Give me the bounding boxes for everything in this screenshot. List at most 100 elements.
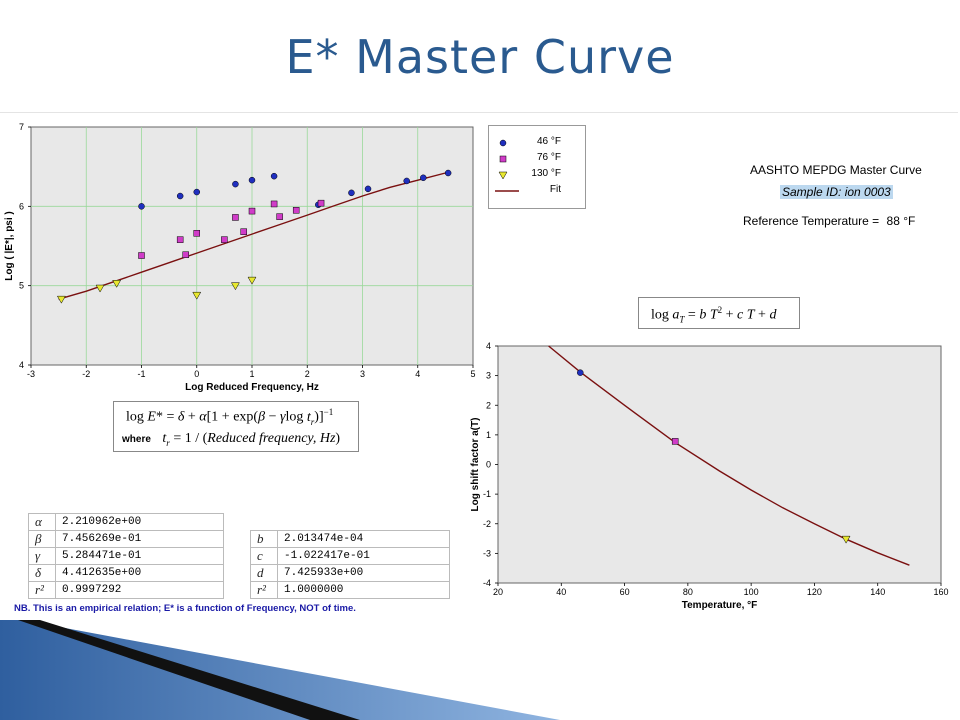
data-point bbox=[138, 252, 145, 259]
data-point bbox=[182, 251, 189, 258]
x-tick-label: 100 bbox=[744, 587, 759, 597]
y-tick-label: 0 bbox=[486, 460, 491, 470]
data-point bbox=[671, 438, 679, 445]
x-tick-label: 2 bbox=[305, 369, 310, 379]
parameter-row: b 2.013474e-04 bbox=[250, 530, 450, 548]
data-point bbox=[232, 214, 239, 221]
parameters-table-right: b 2.013474e-04 c -1.022417e-01 d 7.425933e+00… bbox=[250, 530, 450, 599]
parameter-value: 4.412635e+00 bbox=[55, 564, 224, 582]
parameter-row: d 7.425933e+00 bbox=[250, 564, 450, 582]
y-tick-label: 5 bbox=[19, 281, 24, 291]
x-tick-label: -2 bbox=[82, 369, 90, 379]
parameter-symbol: δ bbox=[28, 564, 56, 582]
decorative-ribbon bbox=[0, 620, 560, 720]
parameter-value: 7.425933e+00 bbox=[277, 564, 450, 582]
y-tick-label: -2 bbox=[483, 519, 491, 529]
parameter-row: γ 5.284471e-01 bbox=[28, 547, 224, 565]
data-point bbox=[247, 276, 257, 285]
y-tick-label: 4 bbox=[486, 341, 491, 351]
legend-label: 46 °F bbox=[536, 136, 561, 147]
y-tick-label: 7 bbox=[19, 122, 24, 132]
x-tick-label: 120 bbox=[807, 587, 822, 597]
data-point bbox=[841, 535, 851, 544]
parameters-table-left: α 2.210962e+00 β 7.456269e-01 γ 5.284471e-01 δ… bbox=[28, 513, 224, 599]
y-axis-label: Log shift factor a(T) bbox=[470, 418, 481, 512]
plot-area bbox=[497, 345, 942, 584]
legend-item-46f: 46 °F bbox=[495, 136, 581, 150]
y-tick-label: 1 bbox=[486, 430, 491, 440]
reference-temperature: Reference Temperature = 88 °F bbox=[743, 214, 915, 228]
fit-line bbox=[548, 345, 910, 566]
x-axis-label: Temperature, °F bbox=[682, 600, 758, 611]
data-point bbox=[221, 236, 228, 243]
legend-item-130f: 130 °F bbox=[495, 168, 581, 182]
x-tick-label: 140 bbox=[870, 587, 885, 597]
parameter-value: 2.210962e+00 bbox=[55, 513, 224, 531]
parameter-value: 1.0000000 bbox=[277, 581, 450, 599]
x-tick-label: 5 bbox=[470, 369, 475, 379]
y-tick-label: -3 bbox=[483, 548, 491, 558]
where-label: where bbox=[122, 434, 151, 445]
master-curve-title: AASHTO MEPDG Master Curve bbox=[750, 163, 922, 177]
data-point bbox=[193, 188, 200, 196]
parameter-row: r² 0.9997292 bbox=[28, 581, 224, 599]
legend-label: 76 °F bbox=[536, 152, 561, 163]
y-tick-label: 4 bbox=[19, 360, 24, 370]
data-point bbox=[403, 177, 410, 185]
slide-title: E* Master Curve bbox=[285, 30, 675, 84]
data-point bbox=[56, 295, 66, 304]
fit-line bbox=[58, 172, 446, 300]
data-point bbox=[348, 189, 355, 197]
parameter-row: α 2.210962e+00 bbox=[28, 513, 224, 531]
y-tick-label: 3 bbox=[486, 371, 491, 381]
data-point bbox=[232, 180, 239, 188]
chart-legend: 46 °F 76 °F 130 °F Fit bbox=[488, 125, 586, 209]
data-point bbox=[444, 169, 452, 177]
parameter-symbol: d bbox=[250, 564, 278, 582]
parameter-symbol: β bbox=[28, 530, 56, 548]
data-point bbox=[248, 207, 256, 215]
y-tick-label: -4 bbox=[483, 578, 491, 588]
legend-item-76f: 76 °F bbox=[495, 152, 581, 166]
data-point bbox=[240, 228, 247, 235]
data-point bbox=[317, 199, 325, 207]
parameter-symbol: r² bbox=[250, 581, 278, 599]
parameter-symbol: c bbox=[250, 547, 278, 565]
master-curve-equation: log E* = δ + α[1 + exp(β − γlog tr)]−1 w… bbox=[113, 401, 359, 452]
legend-item-fit: Fit bbox=[495, 184, 581, 198]
parameter-value: 0.9997292 bbox=[55, 581, 224, 599]
x-tick-label: 160 bbox=[933, 587, 948, 597]
x-tick-label: 0 bbox=[194, 369, 199, 379]
x-tick-label: -3 bbox=[27, 369, 35, 379]
x-tick-label: 80 bbox=[683, 587, 693, 597]
data-point bbox=[176, 236, 184, 243]
shift-factor-equation: log aT = b T2 + c T + d bbox=[638, 297, 800, 329]
parameter-row: δ 4.412635e+00 bbox=[28, 564, 224, 582]
parameter-value: 7.456269e-01 bbox=[55, 530, 224, 548]
data-point bbox=[192, 291, 202, 300]
parameter-row: r² 1.0000000 bbox=[250, 581, 450, 599]
ref-temp-value: 88 °F bbox=[886, 214, 916, 228]
legend-label: Fit bbox=[549, 184, 561, 195]
data-point bbox=[270, 172, 278, 180]
data-point bbox=[95, 284, 105, 293]
x-tick-label: 3 bbox=[360, 369, 365, 379]
data-point bbox=[138, 203, 145, 210]
x-tick-label: 1 bbox=[249, 369, 254, 379]
x-tick-label: 40 bbox=[556, 587, 566, 597]
y-tick-label: -1 bbox=[483, 489, 491, 499]
parameter-row: c -1.022417e-01 bbox=[250, 547, 450, 565]
data-point bbox=[577, 369, 584, 376]
data-point bbox=[230, 282, 240, 291]
y-tick-label: 2 bbox=[486, 400, 491, 410]
data-point bbox=[292, 207, 300, 214]
parameter-value: 2.013474e-04 bbox=[277, 530, 450, 548]
data-point bbox=[112, 280, 122, 288]
footnote: NB. This is an empirical relation; E* is… bbox=[14, 603, 356, 614]
data-point bbox=[270, 200, 278, 208]
parameter-value: -1.022417e-01 bbox=[277, 547, 450, 565]
x-tick-label: 4 bbox=[415, 369, 420, 379]
parameter-symbol: α bbox=[28, 513, 56, 531]
